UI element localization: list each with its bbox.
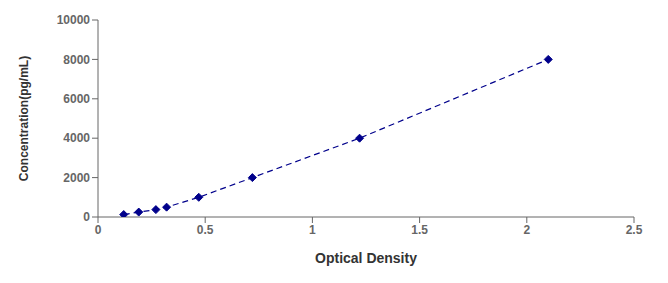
svg-text:0: 0 [95,223,102,237]
svg-text:1: 1 [309,223,316,237]
svg-text:2000: 2000 [63,171,90,185]
svg-text:6000: 6000 [63,92,90,106]
svg-text:2: 2 [523,223,530,237]
svg-text:0.5: 0.5 [197,223,214,237]
svg-text:4000: 4000 [63,131,90,145]
svg-text:1.5: 1.5 [411,223,428,237]
svg-text:8000: 8000 [63,53,90,67]
svg-text:Concentration(pg/mL): Concentration(pg/mL) [17,56,31,181]
svg-text:0: 0 [83,210,90,224]
svg-text:Optical Density: Optical Density [315,250,417,266]
svg-text:2.5: 2.5 [626,223,643,237]
svg-text:10000: 10000 [57,13,91,27]
